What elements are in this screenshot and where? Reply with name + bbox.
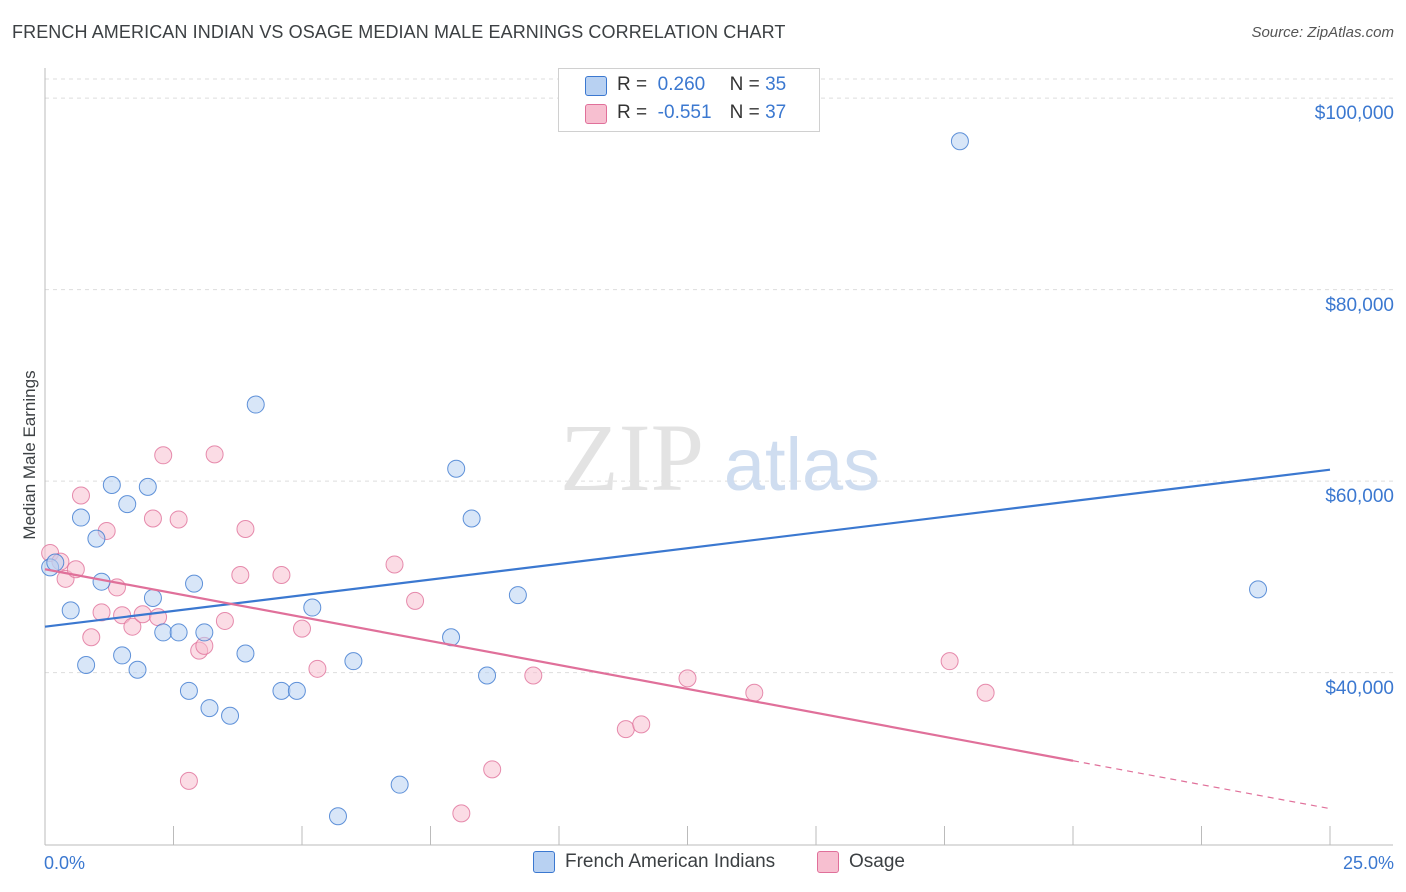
data-point: [976, 683, 995, 702]
legend-swatch-blue: [585, 76, 607, 96]
legend-n-value: 35: [765, 74, 787, 95]
data-point: [123, 617, 142, 636]
data-point: [246, 395, 265, 414]
data-point: [462, 509, 481, 528]
data-point: [61, 601, 80, 620]
y-tick-label: $100,000: [1314, 103, 1394, 125]
data-point: [154, 623, 173, 642]
trend-line-french-american-indians: [44, 468, 1331, 628]
legend-r-value: -0.551: [657, 102, 712, 123]
data-point: [308, 659, 327, 678]
legend-n-value: 37: [765, 102, 787, 123]
data-point: [118, 495, 137, 514]
legend-r-value: 0.260: [657, 74, 706, 95]
trend-lines: [44, 468, 1331, 810]
y-tick-label: $40,000: [1325, 677, 1394, 699]
data-point: [950, 132, 969, 151]
x-tick-max: 25.0%: [1342, 853, 1394, 873]
data-point: [71, 486, 90, 505]
data-point: [406, 591, 425, 610]
data-point: [169, 623, 188, 642]
data-point: [200, 699, 219, 718]
data-point: [483, 760, 502, 779]
data-point: [940, 652, 959, 671]
axes: [44, 68, 1393, 846]
y-tick-label: $60,000: [1325, 486, 1394, 508]
x-tick-min: 0.0%: [44, 853, 86, 873]
data-point: [390, 775, 409, 794]
data-point: [221, 706, 240, 725]
data-point: [1249, 580, 1268, 599]
source-label: Source: ZipAtlas.com: [1251, 24, 1394, 41]
data-point: [179, 771, 198, 790]
data-point: [143, 588, 162, 607]
data-point: [328, 807, 347, 826]
data-point: [287, 681, 306, 700]
data-point: [524, 666, 543, 685]
data-point: [293, 619, 311, 638]
data-point: [616, 720, 635, 739]
data-point: [143, 509, 162, 528]
data-point: [236, 520, 255, 539]
data-point: [478, 666, 497, 685]
data-point: [231, 565, 250, 584]
legend-row-blue: R = 0.260 N = 35: [617, 72, 786, 98]
data-point: [82, 628, 101, 647]
data-point: [113, 646, 132, 665]
data-point: [46, 553, 65, 572]
trend-line-osage: [44, 568, 1074, 762]
data-point: [303, 598, 322, 617]
data-point: [745, 683, 764, 702]
watermark-atlas: atlas: [724, 423, 880, 506]
chart-title: FRENCH AMERICAN INDIAN VS OSAGE MEDIAN M…: [12, 22, 786, 42]
data-point: [128, 660, 147, 679]
legend-r-label: R =: [617, 74, 648, 95]
y-tick-label: $80,000: [1325, 294, 1394, 316]
legend-row-pink: R = -0.551 N = 37: [617, 100, 786, 126]
data-point: [385, 555, 404, 574]
legend-swatch-pink: [817, 851, 839, 873]
data-point: [236, 644, 255, 663]
data-point: [71, 508, 90, 527]
data-point: [508, 586, 527, 605]
data-point: [77, 655, 96, 674]
data-point: [102, 475, 121, 494]
data-point: [272, 681, 291, 700]
data-point: [632, 715, 651, 734]
legend-swatch-blue: [533, 851, 555, 873]
data-point: [678, 669, 697, 688]
data-point: [205, 445, 224, 464]
legend-item-french-american-indians: French American Indians: [533, 851, 775, 873]
data-point: [344, 652, 363, 671]
legend-label: Osage: [849, 851, 905, 872]
data-point: [452, 804, 471, 823]
legend-label: French American Indians: [565, 851, 776, 872]
legend-swatch-pink: [585, 104, 607, 124]
data-point: [138, 477, 157, 496]
watermark-zip: ZIP: [560, 404, 704, 511]
data-point: [154, 446, 173, 465]
data-point: [447, 459, 466, 478]
legend-r-label: R =: [617, 102, 648, 123]
data-point: [195, 623, 214, 642]
trend-line-osage-extension: [1072, 760, 1331, 810]
legend-n-label: N =: [729, 74, 760, 95]
data-point: [87, 529, 106, 548]
data-point: [215, 611, 234, 630]
correlation-legend: R = 0.260 N = 35 R = -0.551 N = 37: [558, 68, 820, 132]
data-point: [169, 510, 188, 529]
data-point: [185, 574, 204, 593]
legend-item-osage: Osage: [817, 851, 905, 873]
french-american-indians-points: [41, 132, 1268, 826]
data-point: [179, 681, 198, 700]
data-point: [272, 565, 291, 584]
watermark: ZIP atlas: [560, 404, 880, 511]
grid-lines: [45, 78, 1393, 674]
legend-n-label: N =: [729, 102, 760, 123]
